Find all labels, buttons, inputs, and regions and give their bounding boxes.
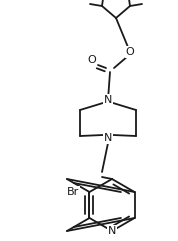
Text: N: N xyxy=(108,226,116,236)
Text: N: N xyxy=(104,95,112,105)
Text: O: O xyxy=(88,55,96,65)
Text: N: N xyxy=(104,95,112,105)
Text: N: N xyxy=(108,226,116,236)
Text: N: N xyxy=(104,133,112,143)
Text: N: N xyxy=(104,133,112,143)
Text: O: O xyxy=(126,47,134,57)
Text: Br: Br xyxy=(67,187,80,197)
Text: O: O xyxy=(88,55,96,65)
Text: Br: Br xyxy=(67,187,80,197)
Text: O: O xyxy=(126,47,134,57)
